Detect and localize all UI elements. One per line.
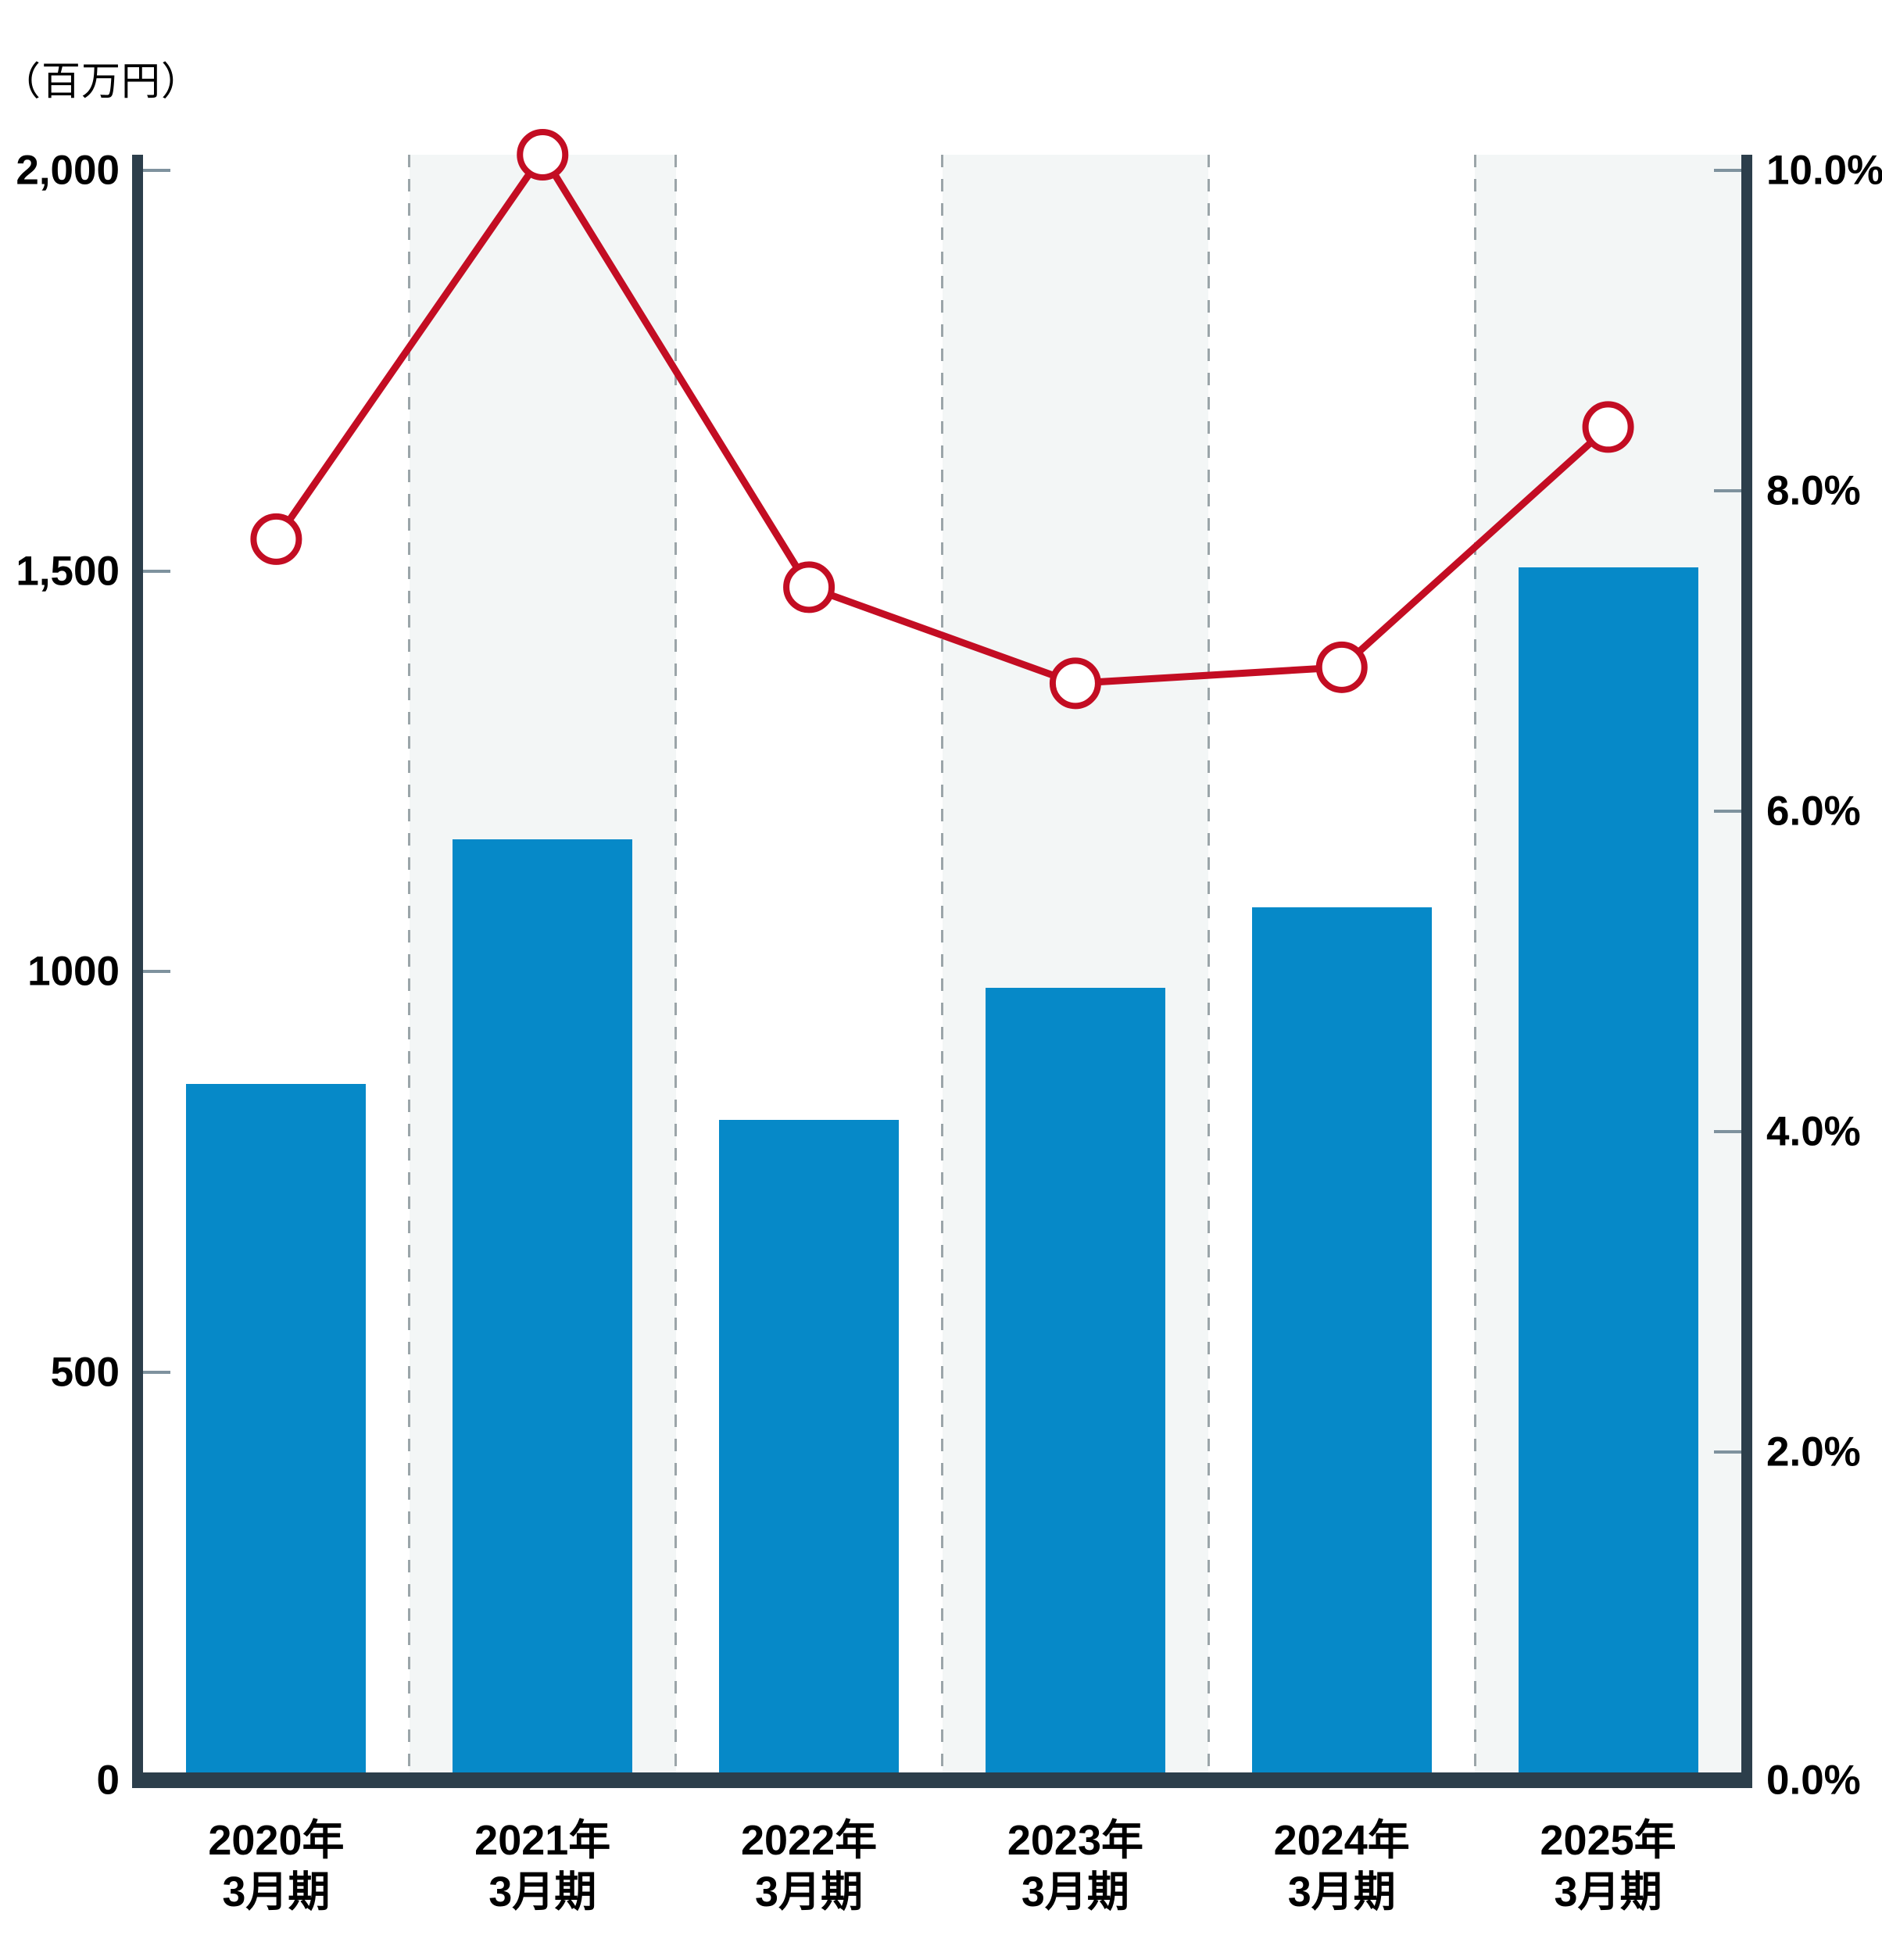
x-axis-label-2021年3月期: 2021年 3月期 [410, 1815, 676, 1918]
left-axis-label-2000: 2,000 [16, 147, 120, 194]
right-axis-tick [1714, 489, 1741, 493]
left-axis-line [132, 155, 143, 1772]
vertical-dashed-gridline [1473, 155, 1476, 1772]
right-axis-tick [1714, 1130, 1741, 1134]
vertical-dashed-gridline [941, 155, 943, 1772]
right-axis-label-8: 8.0% [1766, 467, 1861, 514]
left-axis-tick [143, 1370, 170, 1374]
x-axis-label-2020年3月期: 2020年 3月期 [143, 1815, 410, 1918]
right-axis-label-10: 10.0% [1766, 147, 1882, 194]
x-axis-label-line: 2023年 [1007, 1817, 1143, 1864]
x-axis-label-line: 3月期 [488, 1869, 597, 1915]
x-axis-label-line: 2020年 [208, 1817, 345, 1864]
x-axis-label-line: 2025年 [1540, 1817, 1676, 1864]
x-axis-label-line: 3月期 [755, 1869, 864, 1915]
left-axis-label-0: 0 [96, 1757, 120, 1804]
right-axis-label-4: 4.0% [1766, 1108, 1861, 1155]
line-marker-2023年3月期 [1049, 657, 1101, 710]
right-axis-tick [1714, 1450, 1741, 1454]
left-axis-tick [143, 970, 170, 974]
bar-2025年3月期 [1518, 567, 1698, 1772]
plot-area [143, 129, 1741, 1772]
bar-2023年3月期 [985, 987, 1165, 1772]
right-axis-line [1741, 155, 1752, 1772]
x-axis-label-line: 3月期 [1287, 1869, 1396, 1915]
vertical-dashed-gridline [1207, 155, 1210, 1772]
vertical-dashed-gridline [408, 155, 411, 1772]
x-axis-label-2022年3月期: 2022年 3月期 [676, 1815, 943, 1918]
ratio-line-layer [250, 129, 1634, 710]
x-axis-label-line: 2021年 [474, 1817, 611, 1864]
bottom-axis-line [132, 1772, 1752, 1788]
left-axis-unit-label: （百万円） [2, 59, 201, 103]
line-marker-2025年3月期 [1582, 401, 1634, 453]
bar-2020年3月期 [186, 1083, 367, 1772]
line-marker-2022年3月期 [783, 561, 835, 613]
x-axis-label-line: 3月期 [222, 1869, 331, 1915]
x-axis-label-line: 3月期 [1021, 1869, 1129, 1915]
x-axis-label-line: 3月期 [1554, 1869, 1662, 1915]
left-axis-label-1000: 1000 [27, 948, 120, 995]
x-axis-label-line: 2022年 [741, 1817, 878, 1864]
right-axis-label-0: 0.0% [1766, 1757, 1861, 1804]
right-axis-label-6: 6.0% [1766, 788, 1861, 835]
left-axis-label-500: 500 [50, 1349, 120, 1396]
right-axis-tick [1714, 169, 1741, 173]
bar-2022年3月期 [719, 1119, 900, 1772]
line-marker-2024年3月期 [1315, 641, 1368, 693]
bar-2024年3月期 [1251, 907, 1432, 1772]
left-axis-tick [143, 169, 170, 173]
x-axis-label-2023年3月期: 2023年 3月期 [943, 1815, 1209, 1918]
x-axis-label-line: 2024年 [1273, 1817, 1410, 1864]
bar-2021年3月期 [453, 839, 633, 1772]
left-axis-label-1500: 1,500 [16, 548, 120, 595]
line-marker-2020年3月期 [250, 513, 302, 565]
vertical-dashed-gridline [674, 155, 678, 1772]
line-marker-2021年3月期 [517, 129, 569, 181]
x-axis-label-2025年3月期: 2025年 3月期 [1475, 1815, 1741, 1918]
right-axis-label-2: 2.0% [1766, 1429, 1861, 1475]
ratio-line-path [273, 148, 1611, 687]
right-axis-tick [1714, 810, 1741, 814]
x-axis-label-2024年3月期: 2024年 3月期 [1208, 1815, 1475, 1918]
left-axis-tick [143, 569, 170, 573]
